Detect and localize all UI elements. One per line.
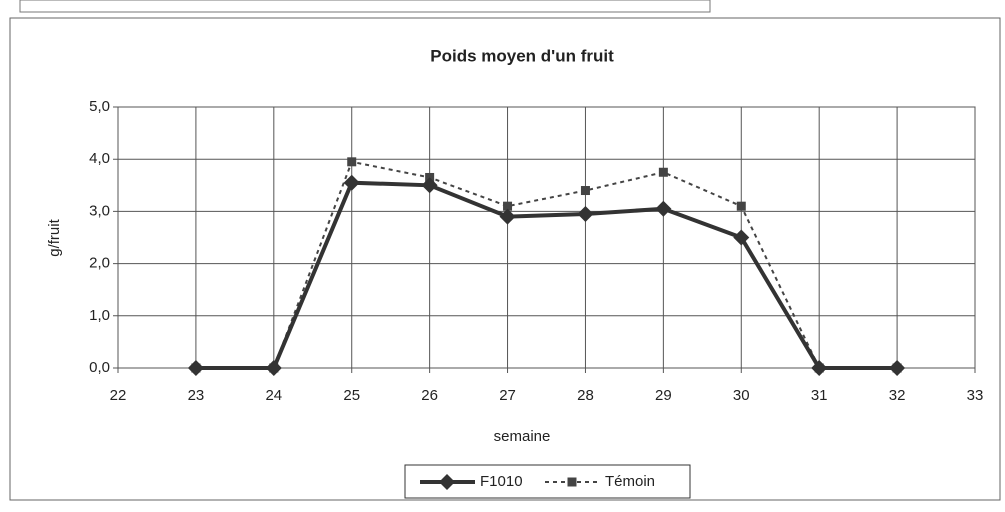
x-tick-label: 25 — [343, 387, 360, 404]
marker — [187, 360, 204, 376]
marker — [658, 167, 668, 177]
x-tick-label: 29 — [655, 387, 672, 404]
marker — [421, 177, 438, 194]
x-tick-label: 22 — [110, 387, 127, 404]
y-tick-label: 2,0 — [89, 255, 110, 272]
x-tick-label: 30 — [733, 387, 750, 404]
x-tick-label: 33 — [967, 387, 984, 404]
x-tick-label: 26 — [421, 387, 438, 404]
marker — [343, 174, 360, 191]
x-axis-label: semaine — [494, 428, 551, 445]
y-tick-label: 4,0 — [89, 150, 110, 167]
legend-label: Témoin — [605, 473, 655, 490]
marker — [736, 201, 746, 211]
marker — [811, 360, 828, 376]
x-tick-label: 27 — [499, 387, 516, 404]
x-tick-label: 31 — [811, 387, 828, 404]
series-line — [195, 160, 898, 369]
marker — [655, 200, 672, 217]
marker — [733, 229, 750, 246]
marker — [347, 157, 357, 167]
marker — [577, 206, 594, 223]
y-tick-label: 0,0 — [89, 359, 110, 376]
marker — [889, 360, 906, 376]
chart-frame — [9, 17, 1001, 501]
top-frame — [19, 0, 711, 13]
x-tick-label: 24 — [265, 387, 282, 404]
x-tick-label: 28 — [577, 387, 594, 404]
marker — [439, 474, 455, 490]
y-tick-label: 3,0 — [89, 202, 110, 219]
marker — [580, 186, 590, 196]
y-tick-label: 1,0 — [89, 307, 110, 324]
series-line — [195, 180, 898, 370]
y-axis-label: g/fruit — [46, 218, 63, 256]
legend-label: F1010 — [480, 473, 523, 490]
chart-title: Poids moyen d'un fruit — [430, 46, 614, 65]
marker — [567, 477, 577, 487]
marker — [265, 360, 282, 376]
marker — [503, 201, 513, 211]
x-tick-label: 32 — [889, 387, 906, 404]
marker — [499, 208, 516, 225]
x-tick-label: 23 — [188, 387, 205, 404]
y-tick-label: 5,0 — [89, 98, 110, 115]
